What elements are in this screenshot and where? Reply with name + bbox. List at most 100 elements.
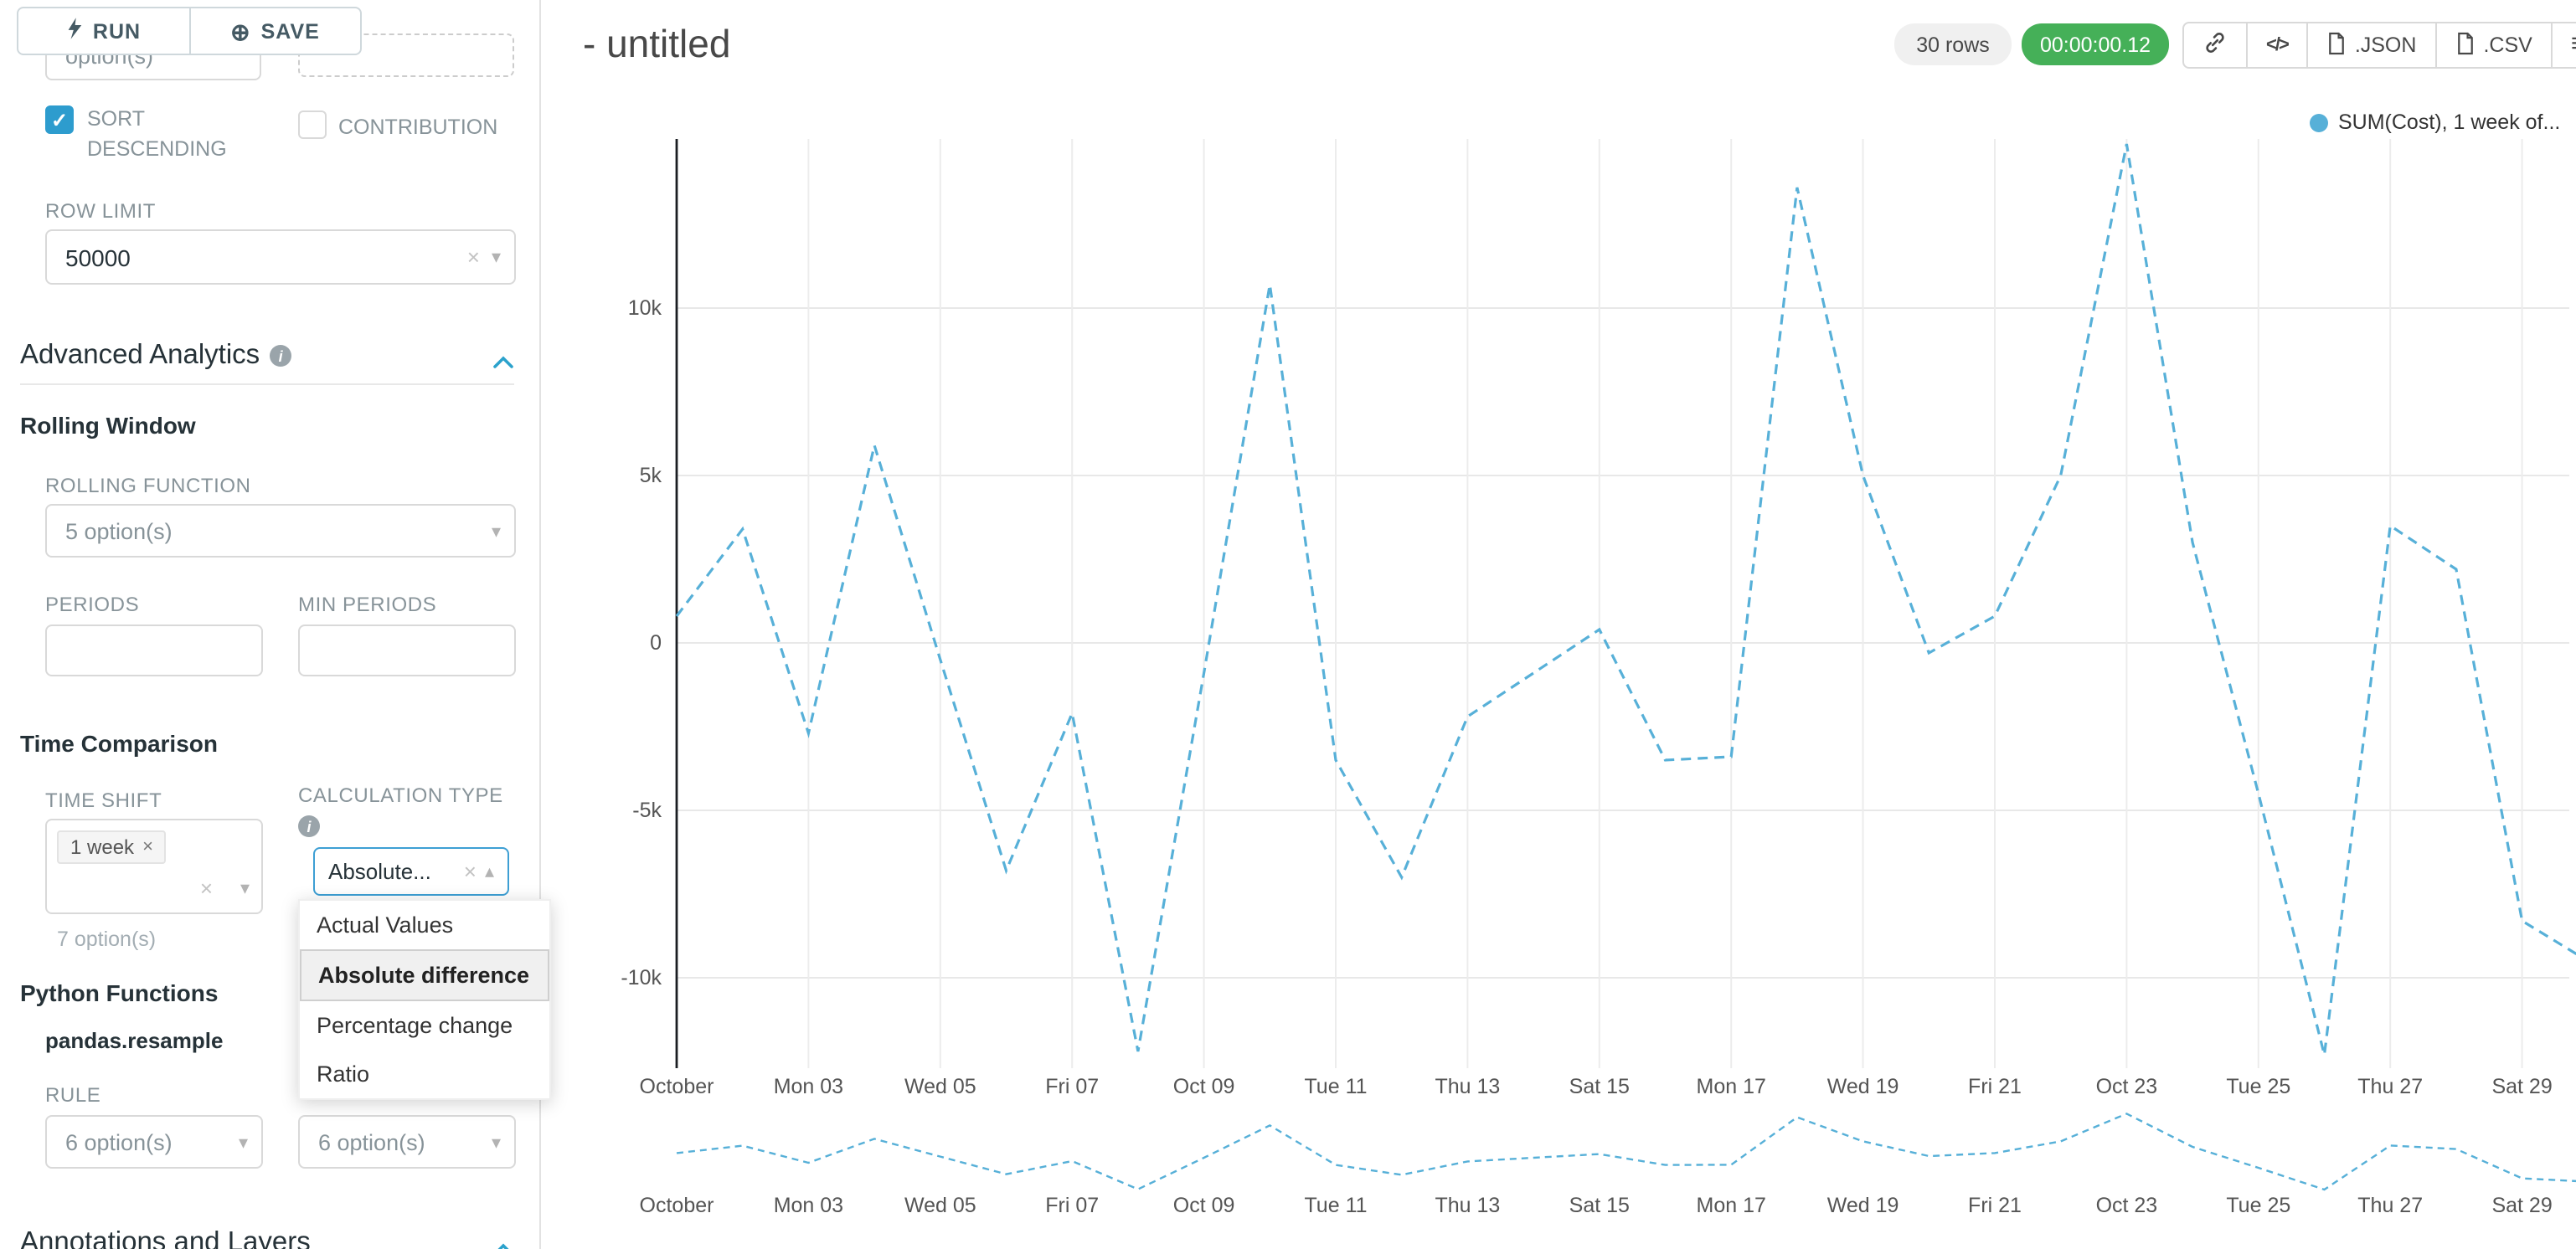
rolling-window-title: Rolling Window: [20, 412, 196, 439]
caret-down-icon[interactable]: ▾: [491, 522, 501, 542]
chart-legend[interactable]: SUM(Cost), 1 week of...: [2310, 111, 2560, 134]
rule-select[interactable]: 6 option(s) ▾: [45, 1115, 263, 1169]
info-icon[interactable]: i: [298, 815, 320, 837]
share-link-button[interactable]: [2184, 23, 2246, 67]
row-limit-label: ROW LIMIT: [45, 199, 157, 223]
file-icon: [2455, 31, 2475, 59]
advanced-analytics-header[interactable]: Advanced Analytics i: [20, 340, 292, 372]
run-button[interactable]: RUN: [18, 8, 188, 54]
svg-text:Oct 23: Oct 23: [2096, 1194, 2158, 1217]
calculation-type-value: Absolute...: [328, 859, 431, 884]
pandas-resample-label: pandas.resample: [45, 1028, 224, 1053]
time-shift-hint: 7 option(s): [57, 928, 157, 951]
link-icon: [2202, 30, 2228, 60]
svg-text:Oct 09: Oct 09: [1173, 1194, 1235, 1217]
periods-input[interactable]: [45, 624, 263, 676]
svg-text:Tue 25: Tue 25: [2226, 1075, 2290, 1098]
rule-select-value: 6 option(s): [65, 1129, 173, 1154]
dropdown-option-percentage-change[interactable]: Percentage change: [317, 1013, 513, 1038]
time-shift-label: TIME SHIFT: [45, 789, 162, 812]
dropdown-option-ratio[interactable]: Ratio: [317, 1061, 370, 1087]
main-line-chart[interactable]: 10k 5k 0 -5k -10k October Mon 03 Wed 05 Fri 07 Oc…: [541, 131, 2576, 1135]
annotations-title: Annotations and Layers: [20, 1227, 311, 1249]
python-functions-title: Python Functions: [20, 979, 219, 1006]
clear-icon[interactable]: ×: [463, 859, 477, 884]
periods-label: PERIODS: [45, 593, 140, 616]
clear-icon[interactable]: ×: [199, 876, 213, 901]
dropdown-option-actual-values[interactable]: Actual Values: [317, 912, 454, 938]
svg-text:Oct 23: Oct 23: [2096, 1075, 2158, 1098]
svg-text:Tue 11: Tue 11: [1304, 1075, 1367, 1098]
svg-text:Sat 15: Sat 15: [1569, 1194, 1630, 1217]
svg-text:Fri 07: Fri 07: [1045, 1075, 1099, 1098]
svg-text:October: October: [640, 1194, 714, 1217]
caret-down-icon[interactable]: ▾: [491, 1133, 501, 1153]
sort-descending-checkbox[interactable]: ✓: [45, 105, 74, 134]
rolling-function-select[interactable]: 5 option(s) ▾: [45, 504, 516, 558]
clear-icon[interactable]: ×: [466, 244, 480, 270]
svg-text:Mon 17: Mon 17: [1697, 1075, 1766, 1098]
export-json-button[interactable]: .JSON: [2306, 23, 2435, 67]
svg-text:10k: 10k: [628, 296, 662, 320]
svg-text:Tue 11: Tue 11: [1304, 1194, 1367, 1217]
view-query-button[interactable]: </>: [2246, 23, 2306, 67]
remove-tag-icon[interactable]: ×: [142, 837, 153, 857]
svg-text:Wed 19: Wed 19: [1827, 1194, 1899, 1217]
export-button-group: </> .JSON .CSV ≡: [2182, 22, 2576, 69]
contribution-checkbox[interactable]: [298, 111, 327, 139]
dropdown-option-absolute-difference[interactable]: Absolute difference: [300, 949, 549, 1001]
row-limit-select[interactable]: 50000 × ▾: [45, 229, 516, 285]
min-periods-input[interactable]: [298, 624, 516, 676]
sort-descending-label[interactable]: SORT DESCENDING: [87, 107, 227, 162]
calculation-type-label: CALCULATION TYPE: [298, 784, 503, 807]
save-button[interactable]: ⊕ SAVE: [188, 8, 360, 54]
method-select[interactable]: 6 option(s) ▾: [298, 1115, 516, 1169]
file-icon: [2326, 31, 2347, 59]
caret-down-icon[interactable]: ▾: [491, 248, 501, 268]
time-shift-tag[interactable]: 1 week ×: [57, 830, 167, 864]
time-shift-select[interactable]: 1 week × × ▾: [45, 819, 263, 914]
time-shift-tag-label: 1 week: [70, 835, 135, 859]
export-csv-button[interactable]: .CSV: [2434, 23, 2551, 67]
contribution-label[interactable]: CONTRIBUTION: [338, 116, 498, 139]
svg-text:Thu 13: Thu 13: [1435, 1194, 1500, 1217]
svg-text:Thu 27: Thu 27: [2357, 1194, 2423, 1217]
info-icon[interactable]: i: [270, 345, 292, 367]
svg-text:Sat 15: Sat 15: [1569, 1075, 1630, 1098]
mini-context-chart[interactable]: October Mon 03 Wed 05 Fri 07 Oct 09 Tue 11 Thu…: [541, 1105, 2576, 1226]
svg-text:Wed 05: Wed 05: [904, 1075, 976, 1098]
run-bolt-icon: [66, 17, 83, 45]
caret-up-icon[interactable]: ▴: [484, 862, 494, 882]
annotations-header[interactable]: Annotations and Layers: [20, 1227, 311, 1249]
section-collapse-chevron-icon[interactable]: [492, 1236, 514, 1249]
calculation-type-select[interactable]: Absolute... × ▴: [313, 847, 509, 896]
hamburger-icon: ≡: [2571, 30, 2576, 60]
caret-down-icon[interactable]: ▾: [238, 1133, 248, 1153]
chart-title[interactable]: - untitled: [583, 22, 731, 65]
calculation-type-dropdown: Actual Values Absolute difference Percen…: [298, 899, 551, 1100]
svg-text:5k: 5k: [640, 464, 662, 487]
truncated-drop-area[interactable]: [298, 33, 514, 77]
chart-menu-button[interactable]: ≡: [2550, 23, 2576, 67]
save-button-label: SAVE: [260, 19, 320, 43]
control-panel: option(s) RUN ⊕ SAVE ✓ SORT DESCENDING C…: [0, 0, 551, 1249]
query-timer-badge: 00:00:00.12: [2022, 23, 2169, 65]
svg-text:Thu 13: Thu 13: [1435, 1075, 1500, 1098]
section-collapse-chevron-icon[interactable]: [492, 348, 514, 378]
svg-text:-10k: -10k: [621, 966, 662, 989]
svg-text:Wed 19: Wed 19: [1827, 1075, 1899, 1098]
checkmark-icon: ✓: [50, 108, 69, 131]
save-plus-icon: ⊕: [230, 18, 251, 44]
svg-text:Wed 05: Wed 05: [904, 1194, 976, 1217]
row-count-badge: 30 rows: [1894, 23, 2012, 65]
time-comparison-title: Time Comparison: [20, 730, 218, 757]
svg-text:October: October: [640, 1075, 714, 1098]
caret-down-icon[interactable]: ▾: [240, 879, 250, 899]
query-toolbar: RUN ⊕ SAVE: [17, 7, 362, 55]
row-limit-value: 50000: [65, 244, 131, 270]
min-periods-label: MIN PERIODS: [298, 593, 437, 616]
svg-text:Thu 27: Thu 27: [2357, 1075, 2423, 1098]
svg-text:Mon 17: Mon 17: [1697, 1194, 1766, 1217]
svg-text:Tue 25: Tue 25: [2226, 1194, 2290, 1217]
svg-text:-5k: -5k: [632, 799, 662, 822]
